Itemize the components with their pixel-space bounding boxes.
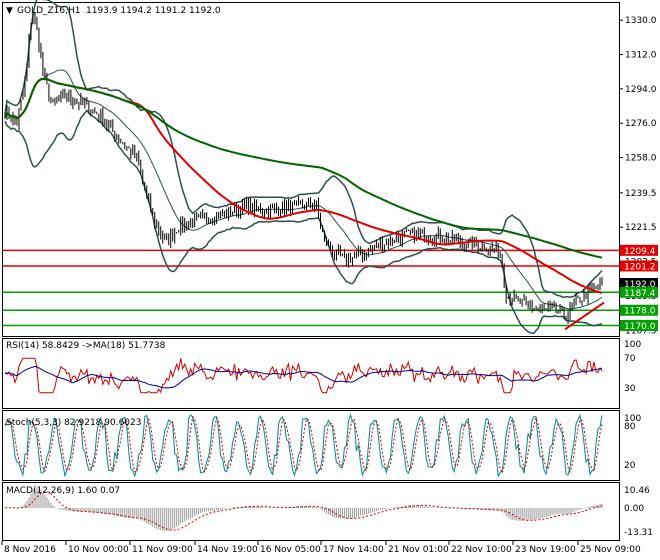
price-box-label: 1178.0 — [624, 307, 656, 317]
price-box-1178.0: 1178.0 — [620, 304, 658, 317]
stoch-label: Stoch(5,3,3) 82.9218 90.6023 — [6, 418, 141, 428]
price-box-bg — [620, 320, 658, 332]
price-box-1192.0: 1192.0 — [620, 278, 658, 290]
stoch-plot — [4, 413, 603, 478]
y-tick-label: 1258.0 — [625, 154, 657, 164]
y-tick-label: 1294.0 — [625, 85, 657, 95]
x-tick-label: 25 Nov 09:00 — [580, 545, 641, 555]
macd-panel-frame — [2, 482, 620, 541]
price-box-1170.0: 1170.0 — [620, 320, 658, 332]
y-tick-label: 1312.0 — [625, 51, 657, 61]
price-box-bg — [620, 244, 658, 256]
symbol-label: GOLD_Z16,H1 — [17, 6, 80, 16]
axes: 1330.0 1312.0 1294.0 1276.0 1258.0 1239.5 1221… — [1, 16, 658, 555]
price-box-bg — [620, 286, 658, 298]
x-tick-label: 16 Nov 05:00 — [260, 545, 321, 555]
price-box-1201.2: 1201.2 — [620, 260, 658, 272]
price-box-bg — [620, 304, 658, 316]
main-plot — [3, 0, 622, 335]
x-tick-label: 11 Nov 09:00 — [132, 545, 193, 555]
x-tick-label: 21 Nov 01:00 — [388, 545, 449, 555]
stoch-top-tick: 100 — [624, 414, 641, 424]
x-tick-label: 22 Nov 10:00 — [451, 545, 512, 555]
price-box-label: 1209.4 — [624, 247, 656, 257]
macd-signal-line — [4, 491, 603, 531]
stoch-signal-line — [4, 415, 603, 475]
price-box-label: 1192.0 — [624, 280, 656, 290]
price-box-label: 1187.4 — [624, 289, 656, 299]
price-box-label: 1201.2 — [624, 262, 656, 272]
y-tick-label: 1276.0 — [625, 119, 657, 129]
price-box-1187.4: 1187.4 — [620, 286, 658, 299]
dropdown-triangle-icon[interactable]: ▼ — [6, 6, 13, 16]
stoch-panel-frame — [2, 410, 620, 481]
rsi-label: RSI(14) 58.8429 ->MA(18) 51.7738 — [6, 341, 166, 351]
rsi-top-tick: 100 — [624, 340, 641, 350]
x-tick-label: 17 Nov 14:00 — [323, 545, 384, 555]
x-tick-label: 10 Nov 00:00 — [68, 545, 129, 555]
rsi-plot — [4, 357, 603, 394]
price-box-1209.4: 1209.4 — [620, 244, 658, 257]
macd-plot — [4, 487, 603, 531]
y-tick-label: 1330.0 — [625, 16, 657, 26]
middle-band-line — [4, 69, 603, 310]
x-tick-label: 14 Nov 19:00 — [197, 545, 258, 555]
y-tick-label: 1221.5 — [625, 223, 657, 233]
x-tick-label: 8 Nov 2016 — [4, 545, 56, 555]
main-panel-frame — [2, 2, 620, 337]
price-box-bg — [620, 260, 658, 272]
rsi-line — [4, 357, 603, 394]
macd-tick-bottom: -13.31 — [624, 528, 653, 538]
ma-green-line — [4, 77, 603, 259]
rsi-tick-30: 30 — [624, 384, 636, 394]
rsi-ma-line — [4, 365, 603, 389]
y-tick-label: 1239.5 — [625, 189, 657, 199]
macd-label: MACD(12,26,9) 1.60 0.07 — [6, 486, 120, 496]
upper-band-line — [4, 0, 603, 299]
rsi-tick-70: 70 — [624, 354, 636, 364]
macd-tick-zero: 0.00 — [624, 504, 644, 514]
y-tick-label: 1167.5 — [625, 326, 657, 336]
stoch-tick-20: 20 — [624, 461, 636, 471]
ohlc-values: 1193.9 1194.2 1191.2 1192.0 — [86, 6, 221, 16]
macd-tick-top: 10.46 — [624, 486, 650, 496]
stoch-tick-80: 80 — [624, 422, 636, 432]
trend-line — [564, 301, 605, 331]
price-box-bg — [620, 278, 658, 290]
rsi-panel-frame — [2, 338, 620, 409]
price-box-label: 1170.0 — [624, 322, 656, 332]
x-tick-label: 23 Nov 19:00 — [515, 545, 576, 555]
